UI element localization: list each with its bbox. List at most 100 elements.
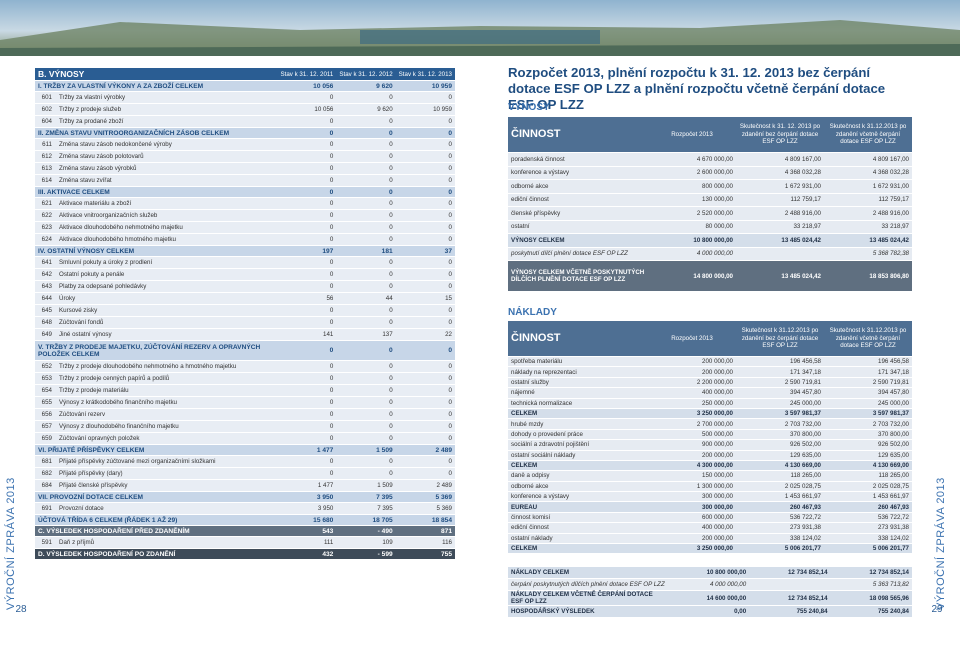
cell: 0 [277,233,337,246]
cell: 13 485 024,42 [736,233,824,248]
cell: 0 [277,304,337,317]
cell: 4 000 000,00 [648,247,736,261]
cell: 18 853 806,80 [824,260,912,292]
row: 659 Zúčtování opravných položek 0 0 0 [35,432,455,445]
cell: 654 [35,384,56,397]
cell: Přijaté příspěvky (dary) [56,467,278,480]
cell: II. ZMĚNA STAVU VNITROORGANIZAČNÍCH ZÁSO… [35,127,278,139]
row: nájemné 400 000,00 394 457,80 394 457,80 [508,387,912,399]
cell: 543 [277,525,337,537]
cell: 137 [336,328,396,341]
row: ediční činnost 400 000,00 273 931,38 273 93… [508,522,912,534]
row: 682 Přijaté příspěvky (dary) 0 0 0 [35,467,455,480]
cell: Skutečnost k 31.12.2013 po zdanění včetn… [824,321,912,357]
cell: 682 [35,467,56,480]
row: 622 Aktivace vnitroorganizačních služeb 0 0… [35,209,455,222]
cell: poradenská činnost [508,152,648,167]
cell: 0 [336,186,396,198]
cell: 0 [336,408,396,421]
row: 648 Zúčtování fondů 0 0 0 [35,316,455,329]
cell: 0 [277,420,337,433]
cell: 755 [395,548,455,560]
cell: 9 620 [336,103,396,116]
cell: 2 489 [395,479,455,492]
cell: 591 [35,536,56,549]
cell: C. VÝSLEDEK HOSPODAŘENÍ PŘED ZDANĚNÍM [35,525,278,537]
row: 691 Provozní dotace 3 950 7 395 5 369 [35,502,455,515]
cell: 129 635,00 [824,450,912,461]
cell: 0 [395,150,455,163]
cell: 0 [336,455,396,468]
cell: 181 [336,245,396,257]
cell: CELKEM [508,408,648,420]
cell: Jiné ostatní výnosy [56,328,278,341]
cell: odborné akce [508,179,648,194]
cell: 614 [35,174,56,187]
cell: 681 [35,455,56,468]
row: poradenská činnost 4 670 000,00 4 809 167,… [508,152,912,167]
cell: 5 363 713,82 [830,578,912,591]
row: čerpání poskytnutých dílčích plnění dota… [508,578,912,591]
cell: 623 [35,221,56,234]
cell: 10 056 [277,103,337,116]
row: 656 Zúčtování rezerv 0 0 0 [35,408,455,421]
cell: 2 590 719,81 [736,377,824,389]
cell: 0 [336,115,396,128]
cell: daně a odpisy [508,470,648,482]
row: 614 Změna stavu zvířat 0 0 0 [35,174,455,187]
cell: 1 453 661,97 [824,491,912,503]
cell: 0 [336,127,396,139]
cell: 0 [277,115,337,128]
row: ediční činnost 130 000,00 112 759,17 112 75… [508,193,912,207]
cell: 0 [336,209,396,222]
cell: 755 240,84 [749,605,831,618]
row: B. VÝNOSY Stav k 31. 12. 2011 Stav k 31. 1… [35,68,455,81]
cell: 0 [395,115,455,128]
cell: dohody o provedení práce [508,429,648,441]
cell: 44 [336,292,396,305]
cell: - 490 [336,525,396,537]
cell: Aktivace dlouhodobého hmotného majetku [56,233,278,246]
cell: 10 959 [395,80,455,92]
cell: 0 [277,467,337,480]
cell: ostatní [508,220,648,234]
cell: 643 [35,280,56,293]
cell: 273 931,38 [736,522,824,534]
cell: 10 056 [277,80,337,92]
cell: 200 000,00 [648,533,736,545]
cell: Stav k 31. 12. 2011 [277,68,337,81]
cell: 5 369 [395,502,455,515]
cell: poskytnutí dílčí plnění dotace ESF OP LZ… [508,247,648,261]
cell: 0 [277,268,337,281]
cell: 648 [35,316,56,329]
row: 623 Aktivace dlouhodobého nehmotného maje… [35,221,455,234]
cell: 338 124,02 [824,533,912,545]
cell: 0 [277,360,337,373]
cell: CELKEM [508,460,648,472]
cell: CELKEM [508,543,648,555]
cell: 0 [395,162,455,175]
cell: Výnosy z dlouhodobého finančního majetku [56,420,278,433]
cell: 2 489 [395,444,455,456]
row: EUREAU 300 000,00 260 467,93 260 467,93 [508,501,912,513]
cell: 2 703 732,00 [824,418,912,430]
cell: 0 [336,91,396,104]
cell: Aktivace dlouhodobého nehmotného majetku [56,221,278,234]
cell: 22 [395,328,455,341]
row: ostatní náklady 200 000,00 338 124,02 338 1… [508,533,912,545]
row: ostatní služby 2 200 000,00 2 590 719,81 2 … [508,377,912,389]
cell: 0 [277,186,337,198]
title: Rozpočet 2013, plnění rozpočtu k 31. 12.… [508,65,886,112]
row: spotřeba materiálu 200 000,00 196 456,58 19… [508,356,912,368]
cell: 0 [277,209,337,222]
row: CELKEM 3 250 000,00 3 597 981,37 3 597 981,… [508,408,912,420]
row: ČINNOST Rozpočet 2013 Skutečnost k 31. 12.… [508,117,912,153]
cell: nájemné [508,387,648,399]
cell: 3 250 000,00 [648,408,736,420]
cell: odborné akce [508,481,648,493]
cell: NÁKLADY CELKEM [508,567,668,579]
cell: 2 703 732,00 [736,418,824,430]
row: II. ZMĚNA STAVU VNITROORGANIZAČNÍCH ZÁSO… [35,127,455,139]
cell: 622 [35,209,56,222]
cell: 0 [277,127,337,139]
